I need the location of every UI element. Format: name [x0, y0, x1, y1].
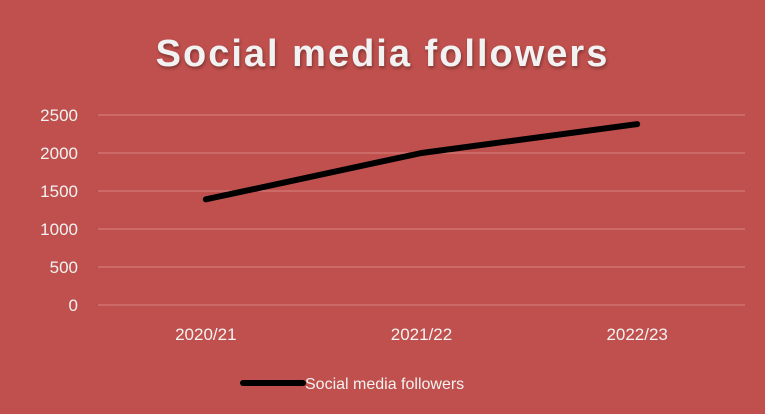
gridlines [98, 114, 745, 306]
x-tick-label: 2021/22 [391, 325, 452, 344]
y-tick-label: 1500 [40, 182, 78, 201]
x-axis: 2020/21 2021/22 2022/23 [175, 325, 668, 344]
y-tick-label: 2000 [40, 144, 78, 163]
chart-title: Social media followers [155, 33, 610, 75]
legend-label: Social media followers [305, 376, 464, 393]
series-line [202, 121, 641, 203]
y-tick-label: 1000 [40, 220, 78, 239]
y-tick-label: 2500 [40, 106, 78, 125]
y-tick-label: 500 [50, 258, 78, 277]
legend: Social media followers [240, 376, 464, 393]
series-layer [202, 121, 641, 203]
x-tick-label: 2020/21 [175, 325, 236, 344]
y-tick-label: 0 [69, 296, 78, 315]
y-axis: 0 500 1000 1500 2000 2500 [40, 106, 78, 315]
x-tick-label: 2022/23 [606, 325, 667, 344]
